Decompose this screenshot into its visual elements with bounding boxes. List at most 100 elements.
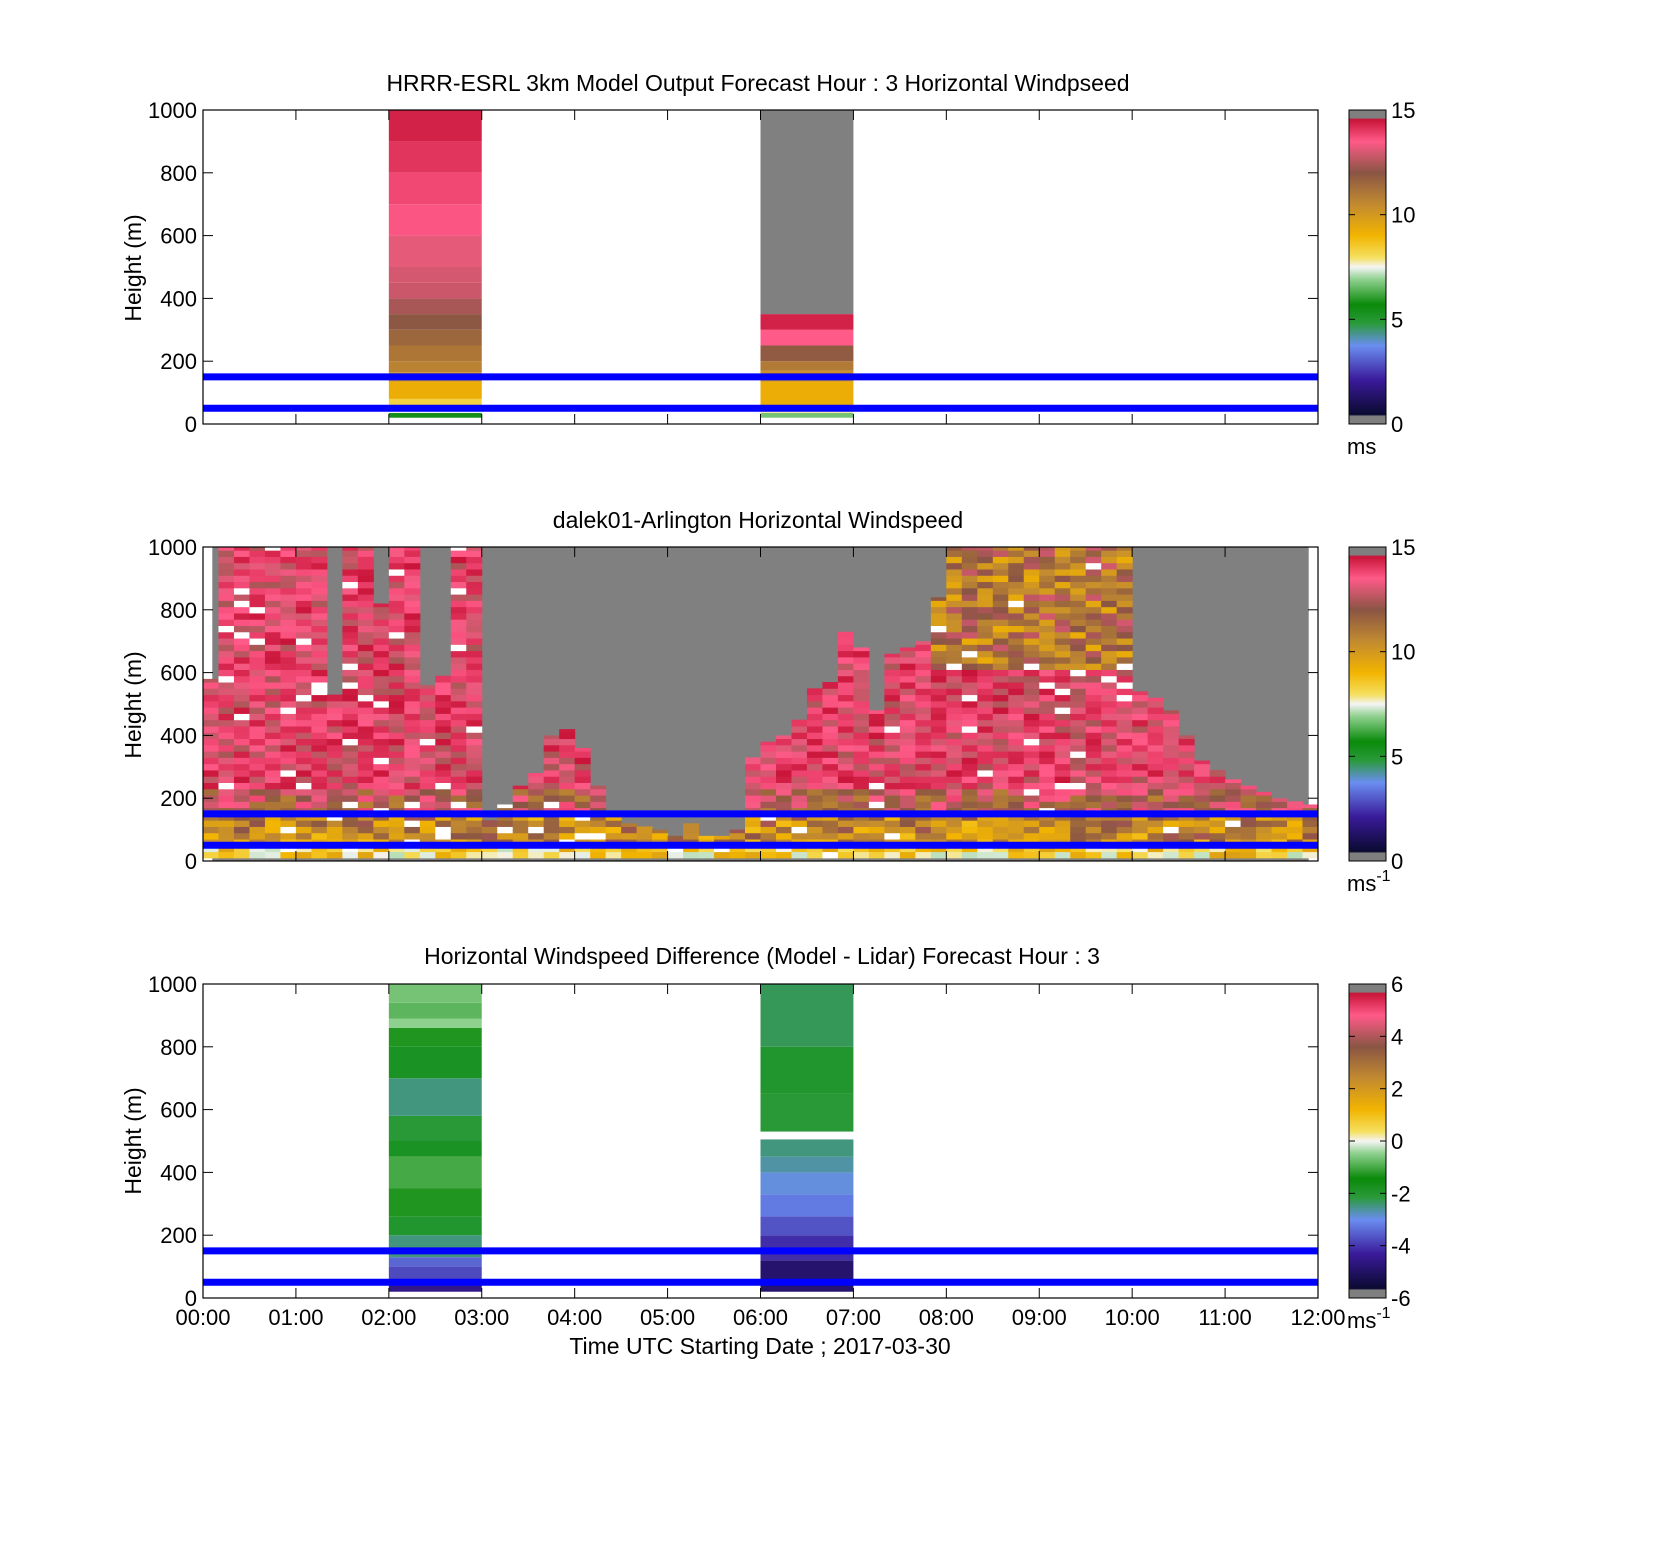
heatmap-cell (311, 782, 328, 790)
heatmap-cell (264, 625, 281, 633)
heatmap-cell (404, 694, 421, 702)
heatmap-cell (559, 769, 576, 777)
heatmap-cell (1209, 820, 1226, 827)
heatmap-cell (388, 820, 405, 827)
heatmap-cell (899, 738, 916, 746)
heatmap-cell (435, 782, 452, 790)
heatmap-cell (621, 826, 638, 834)
heatmap-cell (543, 776, 560, 783)
heatmap-cell (884, 788, 901, 796)
heatmap-cell (295, 851, 312, 859)
heatmap-cell (264, 682, 281, 689)
heatmap-cell (388, 713, 405, 721)
heatmap-cell (1039, 707, 1056, 714)
heatmap-cell (992, 656, 1009, 664)
heatmap-cell (977, 763, 994, 771)
heatmap-cell (435, 675, 452, 683)
heatmap-cell (1163, 763, 1180, 771)
heatmap-cell (203, 769, 219, 777)
heatmap-cell (233, 619, 250, 626)
heatmap-cell (837, 738, 854, 746)
heatmap-cell (1008, 751, 1025, 758)
heatmap-cell (1085, 556, 1102, 564)
heatmap-cell (930, 682, 947, 689)
heatmap-cell (466, 587, 483, 595)
heatmap-cell (1008, 682, 1025, 689)
heatmap-cell (1085, 776, 1102, 783)
heatmap-cell (357, 820, 374, 827)
heatmap-cell (311, 568, 328, 576)
heatmap-cell (1085, 594, 1102, 601)
heatmap-cell (1116, 619, 1133, 626)
colorbar-unit-exponent: -1 (1376, 868, 1390, 885)
heatmap-cell (295, 638, 312, 645)
heatmap-cell (1163, 769, 1180, 777)
heatmap-cell (1039, 782, 1056, 790)
heatmap-cell (760, 751, 777, 758)
heatmap-cell (543, 826, 560, 834)
heatmap-cell (1085, 682, 1102, 689)
heatmap-cell (961, 801, 978, 809)
heatmap-cell (1039, 581, 1056, 589)
heatmap-cell (1008, 694, 1025, 702)
heatmap-cell (311, 656, 328, 664)
heatmap-cell (1287, 832, 1304, 840)
heatmap-cell (218, 832, 235, 840)
heatmap-cell (899, 732, 916, 740)
heatmap-cell (1178, 832, 1195, 840)
heatmap-cell (837, 826, 854, 834)
heatmap-cell (466, 788, 483, 796)
heatmap-cell (977, 694, 994, 702)
heatmap-cell (930, 751, 947, 758)
heatmap-cell (1194, 788, 1211, 796)
heatmap-cell (729, 829, 746, 834)
heatmap-cell (961, 788, 978, 796)
heatmap-cell (1101, 769, 1118, 777)
heatmap-cell (1116, 751, 1133, 758)
heatmap-cell (1116, 650, 1133, 658)
heatmap-cell (342, 763, 359, 771)
heatmap-cell (357, 644, 374, 652)
heatmap-cell (1070, 594, 1087, 601)
heatmap-cell (435, 795, 452, 802)
heatmap-cell (806, 795, 823, 802)
heatmap-cell (264, 669, 281, 677)
heatmap-cell (249, 751, 266, 758)
heatmap-cell (946, 556, 963, 564)
heatmap-cell (992, 763, 1009, 771)
heatmap-cell (992, 682, 1009, 689)
heatmap-cell (1147, 757, 1164, 765)
heatmap-cell (760, 744, 777, 752)
heatmap-cell (249, 669, 266, 677)
heatmap-cell (1070, 625, 1087, 633)
heatmap-cell (775, 832, 792, 840)
heatmap-cell (868, 751, 885, 758)
heatmap-cell (450, 619, 467, 626)
colorbar-unit: ms-1 (1347, 1305, 1391, 1333)
heatmap-cell (342, 644, 359, 652)
heatmap-cell (249, 707, 266, 714)
heatmap-cell (404, 763, 421, 771)
heatmap-cell (466, 738, 483, 746)
heatmap-cell (745, 782, 761, 790)
heatmap-cell (203, 725, 219, 733)
heatmap-cell (1085, 612, 1102, 620)
heatmap-cell (373, 631, 390, 639)
heatmap-cell (280, 782, 297, 790)
heatmap-cell (1116, 575, 1133, 583)
heatmap-cell (853, 688, 870, 696)
heatmap-cell (1101, 782, 1118, 790)
heatmap-cell (218, 719, 235, 727)
heatmap-cell (342, 650, 359, 658)
heatmap-cell (1023, 675, 1040, 683)
heatmap-cell (373, 769, 390, 777)
heatmap-cell (512, 795, 529, 802)
heatmap-cell (311, 556, 328, 564)
heatmap-cell (466, 832, 483, 840)
heatmap-cell (915, 738, 932, 746)
heatmap-cell (977, 550, 994, 557)
heatmap-cell (326, 725, 343, 733)
heatmap-cell (357, 751, 374, 758)
heatmap-cell (961, 688, 978, 696)
heatmap-cell (357, 832, 374, 840)
